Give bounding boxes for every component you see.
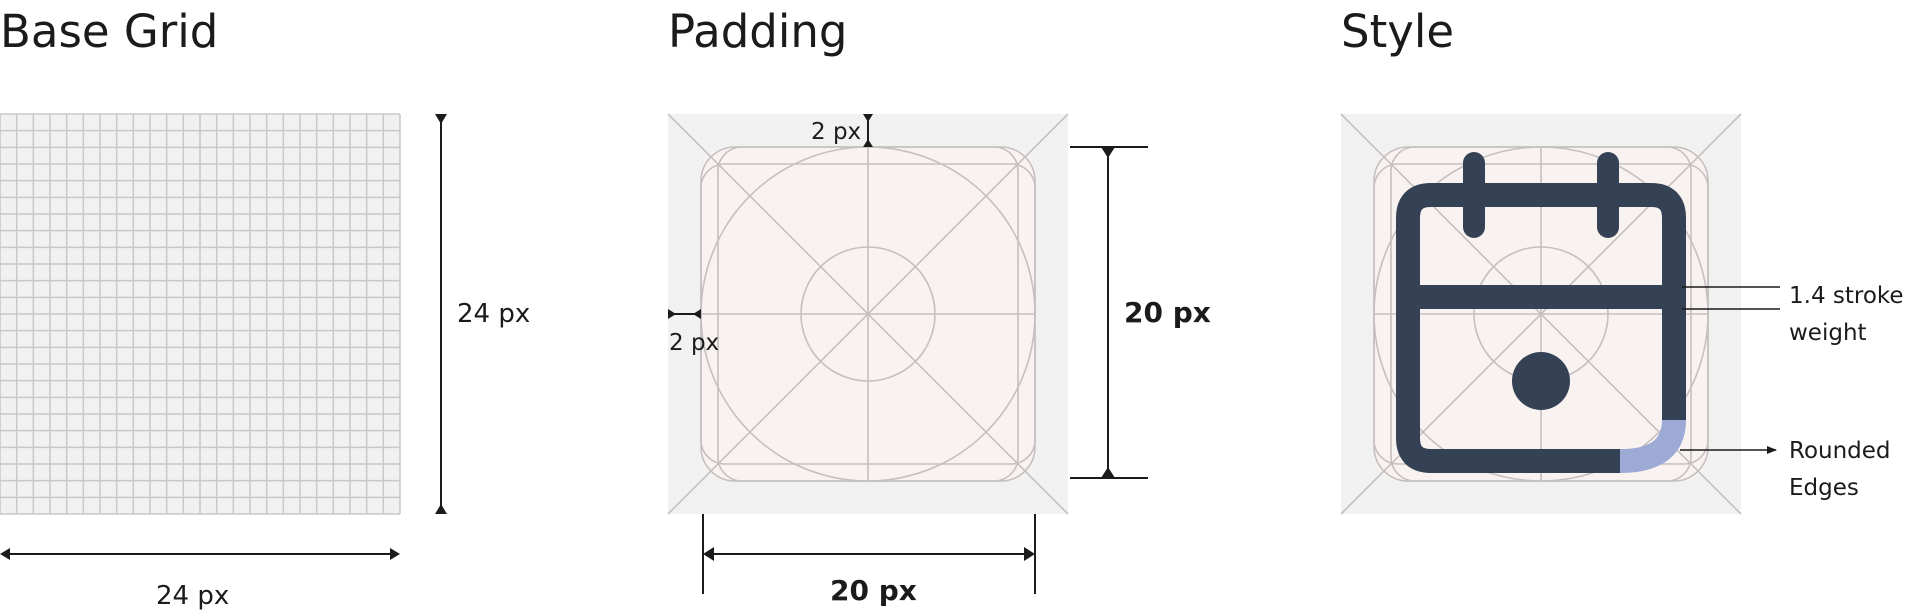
rounded-edge-highlight (1619, 419, 1686, 473)
base-grid (0, 113, 401, 515)
base-grid-height-label: 24 px (457, 299, 530, 329)
padding-left-dimension (668, 309, 701, 319)
stroke-weight-label-line2: weight (1789, 320, 1867, 346)
padding-keyline-grid (667, 113, 1069, 515)
rounded-edges-label-line1: Rounded (1789, 438, 1891, 464)
padding-width-label: 20 px (830, 574, 917, 607)
padding-title: Padding (668, 5, 847, 58)
style-title: Style (1341, 5, 1454, 58)
base-grid-height-dimension (435, 114, 447, 514)
base-grid-width-dimension (0, 548, 400, 560)
padding-height-label: 20 px (1124, 296, 1211, 329)
padding-left-label: 2 px (669, 330, 719, 356)
rounded-edges-label-line2: Edges (1789, 475, 1859, 501)
base-grid-width-label: 24 px (156, 581, 229, 611)
padding-width-dimension (702, 514, 1036, 594)
stroke-weight-label-line1: 1.4 stroke (1789, 283, 1904, 309)
base-grid-title: Base Grid (0, 5, 218, 58)
padding-top-dimension (863, 114, 873, 147)
stroke-weight-callout (1682, 286, 1780, 310)
padding-top-label: 2 px (811, 119, 861, 145)
calendar-icon (1396, 152, 1686, 473)
padding-height-dimension (1070, 146, 1148, 479)
